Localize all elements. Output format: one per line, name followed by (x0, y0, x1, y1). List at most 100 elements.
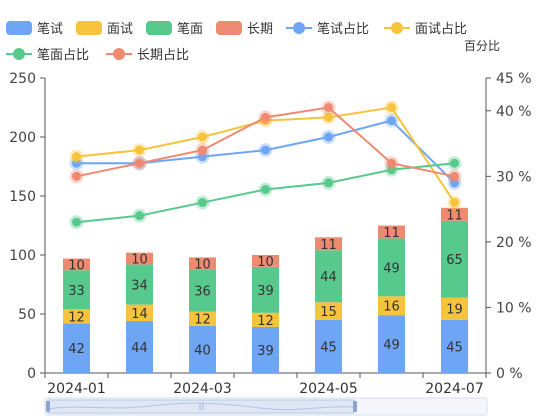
bar-segment[interactable] (378, 225, 405, 239)
bar-segment[interactable] (441, 297, 468, 320)
bar-value-label: 40 (194, 343, 211, 358)
bar-segment[interactable] (252, 266, 279, 313)
legend-line-icon (6, 47, 32, 61)
bar-segment[interactable] (126, 264, 153, 305)
bar-segment[interactable] (441, 319, 468, 373)
legend-item-6[interactable]: 面试占比 (384, 18, 467, 37)
bar-value-label: 11 (383, 226, 400, 241)
bar-segment[interactable] (126, 252, 153, 265)
data-point[interactable] (450, 178, 459, 188)
zoom-slider-handle[interactable] (353, 401, 357, 412)
data-point[interactable] (72, 152, 81, 162)
left-axis-tick-label: 50 (18, 307, 36, 323)
legend-item-5[interactable]: 笔试占比 (286, 18, 369, 37)
data-point[interactable] (198, 198, 207, 208)
bar-segment[interactable] (126, 304, 153, 322)
bar-segment[interactable] (378, 238, 405, 297)
legend-label: 面试 (107, 22, 134, 37)
data-point[interactable] (135, 158, 144, 168)
bar-value-label: 10 (68, 258, 85, 273)
data-point[interactable] (450, 171, 459, 181)
bar-segment[interactable] (252, 326, 279, 373)
right-axis-tick-label: 20 % (496, 235, 532, 251)
bar-segment[interactable] (252, 255, 279, 267)
bar-segment[interactable] (315, 250, 342, 303)
bar-segment[interactable] (252, 312, 279, 327)
zoom-slider-handle[interactable] (46, 401, 50, 412)
zoom-slider-window[interactable] (46, 399, 356, 414)
legend-label: 笔面 (177, 22, 204, 37)
legend-line-icon (106, 47, 132, 61)
bar-value-label: 49 (383, 338, 400, 353)
bar-segment[interactable] (315, 319, 342, 373)
data-point[interactable] (387, 116, 396, 126)
legend-swatch (76, 20, 102, 35)
data-point[interactable] (135, 145, 144, 155)
data-point[interactable] (387, 103, 396, 112)
data-point[interactable] (261, 145, 270, 155)
right-axis-tick-label: 45 % (496, 71, 532, 87)
bar-value-label: 12 (257, 314, 274, 329)
data-point[interactable] (72, 171, 81, 181)
bar-segment[interactable] (189, 311, 216, 326)
bar-value-label: 49 (383, 261, 400, 276)
data-point[interactable] (72, 158, 81, 168)
legend-item-1[interactable]: 笔试 (6, 18, 63, 37)
legend-line-icon (286, 21, 312, 35)
x-axis-tick-label: 2024-07 (425, 381, 484, 397)
bar-value-label: 44 (131, 341, 148, 356)
bar-value-label: 36 (194, 284, 211, 299)
bar-segment[interactable] (441, 220, 468, 298)
bar-segment[interactable] (378, 296, 405, 316)
bar-value-label: 10 (257, 255, 274, 270)
data-point[interactable] (198, 145, 207, 155)
right-axis-title: 百分比 (464, 39, 500, 53)
bar-segment[interactable] (189, 269, 216, 312)
bar-segment[interactable] (315, 302, 342, 320)
legend-item-8[interactable]: 长期占比 (106, 44, 189, 63)
legend-label: 笔试 (37, 22, 64, 37)
data-point[interactable] (72, 217, 81, 227)
data-point[interactable] (324, 132, 333, 142)
bar-value-label: 12 (68, 310, 85, 325)
data-point[interactable] (135, 211, 144, 221)
bar-value-label: 15 (320, 305, 337, 320)
data-point[interactable] (198, 152, 207, 162)
legend-item-2[interactable]: 面试 (76, 18, 133, 37)
bar-segment[interactable] (378, 315, 405, 373)
data-point[interactable] (324, 112, 333, 122)
bar-value-label: 34 (131, 279, 148, 294)
bar-value-label: 11 (446, 208, 463, 223)
data-point[interactable] (450, 198, 459, 208)
left-axis-tick-label: 150 (9, 189, 36, 205)
legend-item-3[interactable]: 笔面 (146, 18, 203, 37)
data-point[interactable] (387, 158, 396, 168)
bar-value-label: 39 (257, 344, 274, 359)
data-point[interactable] (324, 178, 333, 188)
data-point[interactable] (387, 165, 396, 175)
data-point[interactable] (198, 132, 207, 142)
bar-segment[interactable] (189, 325, 216, 373)
bar-segment[interactable] (126, 321, 153, 373)
data-point[interactable] (324, 103, 333, 112)
bar-segment[interactable] (189, 257, 216, 270)
bar-value-label: 65 (446, 253, 463, 268)
bar-value-label: 19 (446, 303, 463, 318)
bar-segment[interactable] (63, 270, 90, 310)
data-point[interactable] (261, 112, 270, 122)
bar-segment[interactable] (63, 323, 90, 373)
left-axis-tick-label: 100 (9, 248, 36, 264)
bar-segment[interactable] (63, 258, 90, 271)
left-axis-tick-label: 250 (9, 71, 36, 87)
legend-label: 笔试占比 (317, 22, 370, 37)
bar-value-label: 14 (131, 307, 148, 322)
data-point[interactable] (261, 184, 270, 194)
bar-segment[interactable] (315, 237, 342, 251)
legend-item-7[interactable]: 笔面占比 (6, 44, 89, 63)
bar-segment[interactable] (441, 207, 468, 221)
bar-segment[interactable] (63, 309, 90, 324)
legend-label: 长期占比 (137, 48, 190, 63)
data-point[interactable] (450, 158, 459, 168)
legend-item-4[interactable]: 长期 (216, 18, 273, 37)
